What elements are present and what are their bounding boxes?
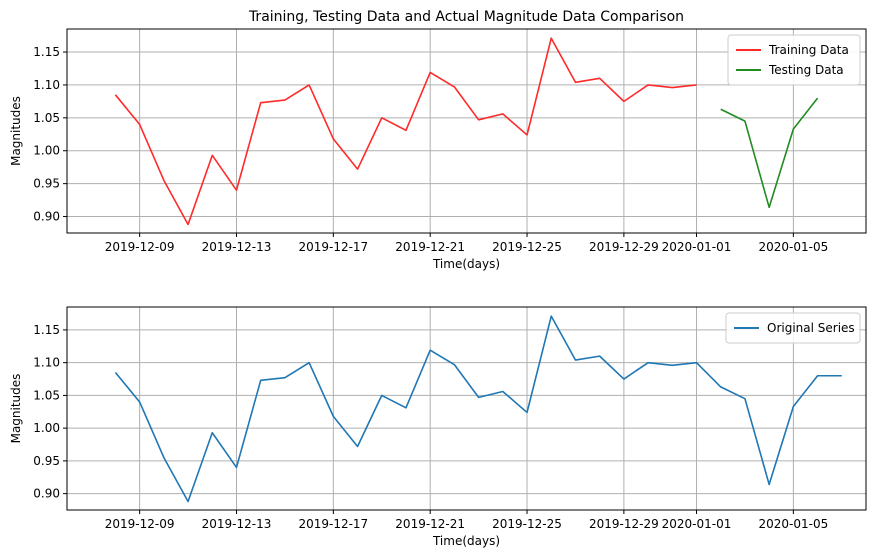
chart-panel-2: 0.90 0.95 1.00 1.05 1.10 1.15 2019-12-09 2019-1… <box>9 306 867 548</box>
chart-panel-1: 0.90 0.95 1.00 1.05 1.10 1.15 2019-12-09 2019-1… <box>9 9 867 271</box>
y-tick-label: 1.05 <box>33 388 60 402</box>
legend-box <box>725 312 861 344</box>
y-tick-label: 1.10 <box>33 356 60 370</box>
y-tick-label: 1.10 <box>33 78 60 92</box>
y-axis-label: Magnitudes <box>9 96 23 166</box>
y-tick-label: 0.95 <box>33 177 60 191</box>
x-tick-label: 2020-01-01 <box>662 240 732 254</box>
chart-title: Training, Testing Data and Actual Magnit… <box>248 9 684 25</box>
legend: Original Series <box>725 312 861 344</box>
x-tick-label: 2019-12-13 <box>202 517 272 531</box>
y-tick-label: 1.05 <box>33 111 60 125</box>
y-tick-label: 1.15 <box>33 323 60 337</box>
legend-label: Training Data <box>768 43 849 57</box>
x-tick-label: 2020-01-01 <box>662 517 732 531</box>
x-tick-label: 2019-12-09 <box>105 240 175 254</box>
x-tick-label: 2019-12-29 <box>589 240 659 254</box>
series-line-testing-data <box>720 97 819 209</box>
x-axis-label: Time(days) <box>432 534 500 548</box>
x-tick-label: 2019-12-17 <box>298 240 368 254</box>
plot-frame <box>66 28 867 234</box>
y-tick-label: 0.90 <box>33 487 60 501</box>
y-tick-label: 1.00 <box>33 421 60 435</box>
x-tick-label: 2019-12-09 <box>105 517 175 531</box>
x-tick-label: 2019-12-13 <box>202 240 272 254</box>
y-tick-label: 0.95 <box>33 454 60 468</box>
y-tick-label: 0.90 <box>33 210 60 224</box>
series-line-original-series <box>114 315 842 503</box>
plot-frame <box>66 306 867 511</box>
series-line-training-data <box>114 37 697 226</box>
y-tick-label: 1.00 <box>33 144 60 158</box>
x-axis-label: Time(days) <box>432 257 500 271</box>
legend-box <box>727 34 861 86</box>
x-tick-label: 2019-12-25 <box>492 240 562 254</box>
x-tick-label: 2019-12-29 <box>589 517 659 531</box>
x-tick-label: 2019-12-21 <box>395 240 465 254</box>
x-tick-label: 2019-12-17 <box>298 517 368 531</box>
x-tick-label: 2019-12-25 <box>492 517 562 531</box>
x-tick-label: 2019-12-21 <box>395 517 465 531</box>
legend: Training Data Testing Data <box>727 34 861 86</box>
y-tick-label: 1.15 <box>33 45 60 59</box>
legend-label: Original Series <box>767 321 855 335</box>
x-tick-label: 2020-01-05 <box>758 240 828 254</box>
x-tick-label: 2020-01-05 <box>758 517 828 531</box>
legend-label: Testing Data <box>768 63 844 77</box>
y-axis-label: Magnitudes <box>9 374 23 444</box>
